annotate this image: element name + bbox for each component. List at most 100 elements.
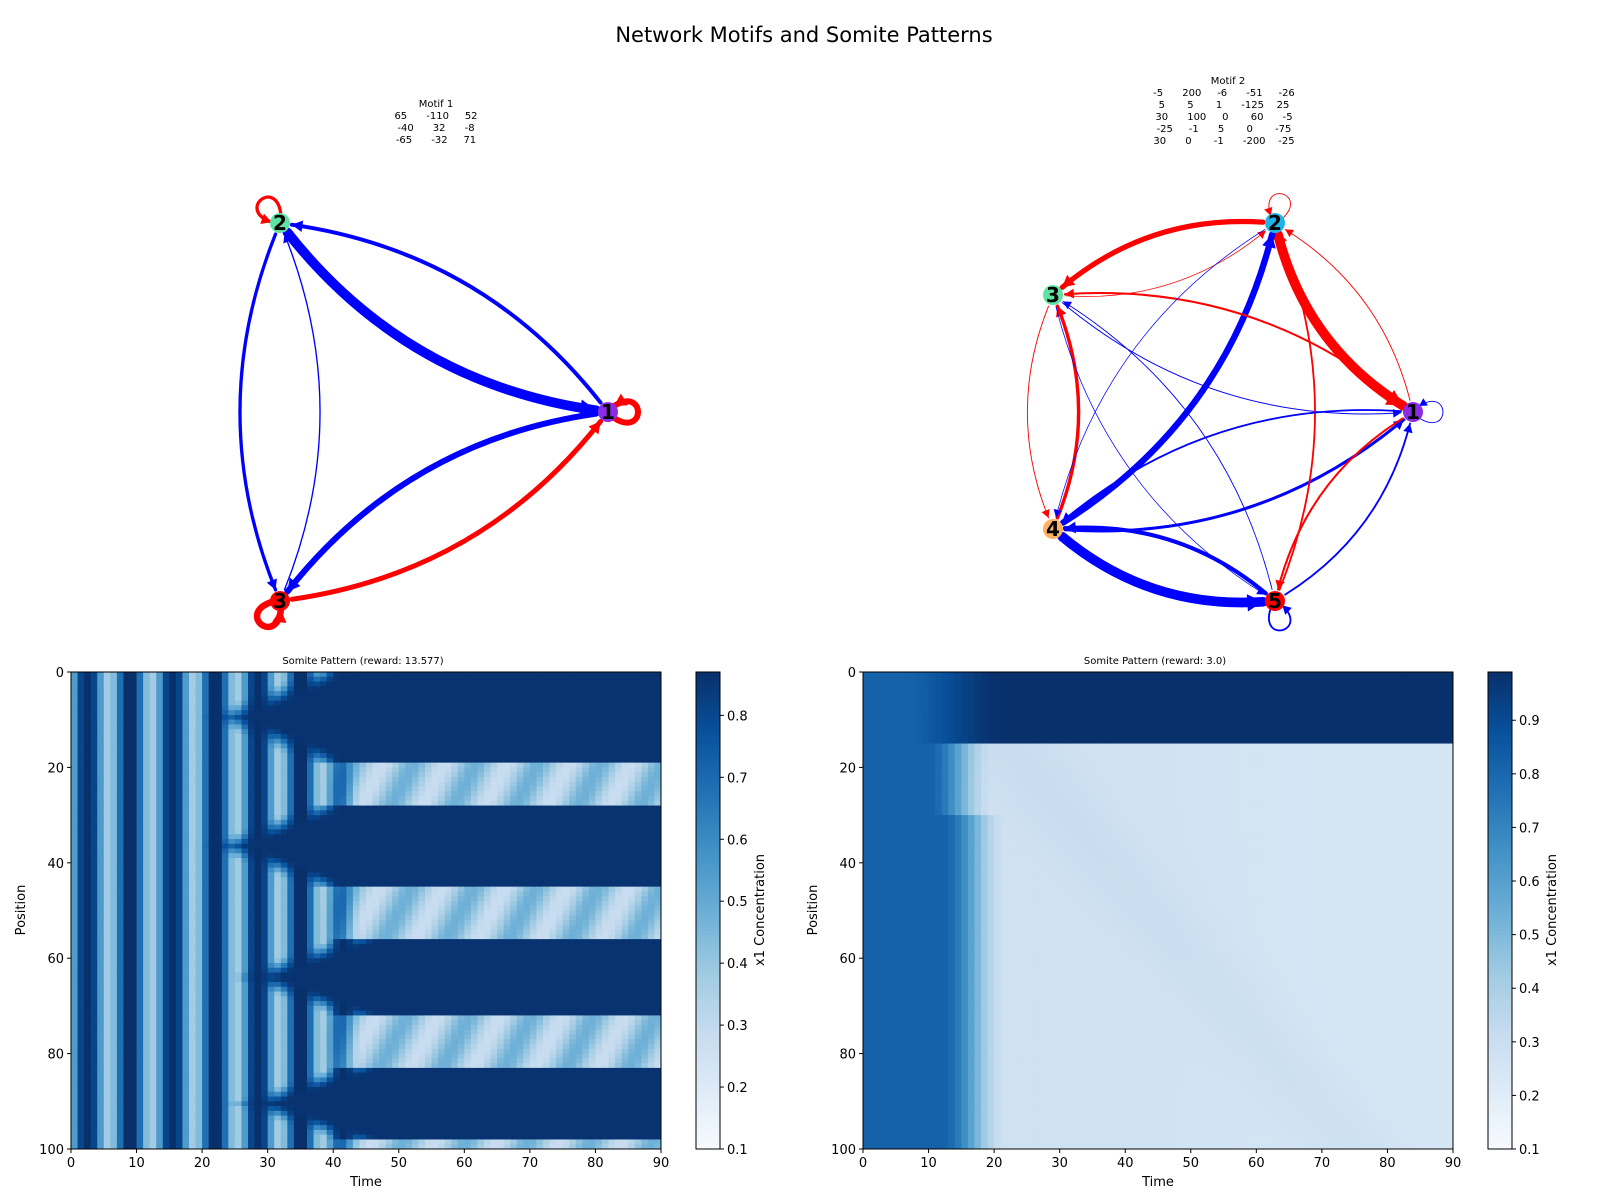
heatmap-1-cell — [123, 753, 131, 759]
heatmap-1-cell — [267, 924, 275, 931]
heatmap-1-cell — [228, 905, 236, 912]
heatmap-1-cell — [215, 695, 223, 702]
heatmap-1-cell — [261, 724, 269, 730]
heatmap-1-cell — [602, 929, 610, 935]
heatmap-1-cell — [556, 719, 564, 726]
heatmap-1-cell — [602, 848, 610, 854]
heatmap-1-cell — [110, 729, 118, 735]
heatmap-1-cell — [438, 886, 446, 893]
heatmap-1-cell — [654, 724, 661, 730]
heatmap-1-cell — [569, 915, 577, 921]
heatmap-1-cell — [431, 700, 439, 706]
heatmap-1-cell — [556, 767, 564, 773]
heatmap-1-cell — [588, 757, 597, 764]
heatmap-1-cell — [516, 920, 524, 926]
heatmap-1-cell — [529, 800, 538, 807]
heatmap-1-cell — [130, 886, 138, 893]
heatmap-1-cell — [221, 781, 229, 788]
heatmap-1-cell — [254, 681, 262, 687]
heatmap-1-cell — [162, 686, 170, 692]
heatmap-1-cell — [490, 920, 498, 926]
heatmap-1-cell — [536, 691, 544, 697]
heatmap-1-cell — [510, 805, 518, 811]
heatmap-1-cell — [379, 858, 387, 864]
heatmap-1-cell — [77, 805, 85, 811]
heatmap-1-cell — [346, 710, 354, 716]
heatmap-1-cell — [615, 896, 623, 902]
heatmap-1-cell — [425, 781, 433, 788]
heatmap-1-cell — [516, 810, 524, 816]
heatmap-1-cell — [352, 810, 361, 816]
heatmap-1-cell — [444, 867, 452, 873]
heatmap-1-cell — [372, 910, 380, 916]
heatmap-1-cell — [497, 838, 505, 845]
heatmap-1-cell — [97, 877, 105, 883]
heatmap-1-cell — [280, 714, 288, 721]
heatmap-1-cell — [569, 767, 577, 773]
heatmap-1-cell — [359, 858, 367, 864]
heatmap-1-cell — [451, 695, 459, 702]
heatmap-1-cell — [267, 838, 275, 845]
heatmap-1-cell — [162, 772, 170, 778]
heatmap-1-cell — [477, 881, 485, 888]
heatmap-1-cell — [254, 834, 262, 840]
heatmap-1-cell — [372, 800, 380, 807]
heatmap-1-cell — [97, 719, 105, 726]
heatmap-1-cell — [523, 834, 531, 840]
heatmap-1-cell — [543, 714, 551, 721]
heatmap-1-cell — [575, 924, 583, 931]
heatmap-1-cell — [510, 695, 518, 702]
heatmap-1-cell — [411, 781, 420, 788]
heatmap-1-cell — [215, 738, 223, 745]
heatmap-1-cell — [339, 924, 347, 931]
heatmap-1-cell — [169, 853, 177, 859]
heatmap-1-cell — [490, 734, 498, 740]
heatmap-1-cell — [457, 867, 465, 873]
heatmap-1-cell — [490, 748, 498, 754]
heatmap-1-cell — [346, 734, 354, 740]
heatmap-1-cell — [438, 881, 446, 888]
heatmap-1-cell — [405, 805, 413, 811]
heatmap-1-cell — [529, 753, 538, 759]
heatmap-1-cell — [398, 757, 406, 764]
heatmap-1-cell — [208, 920, 216, 926]
heatmap-1-cell — [280, 776, 288, 783]
heatmap-1-cell — [647, 896, 656, 902]
heatmap-1-cell — [595, 877, 603, 883]
heatmap-1-cell — [90, 757, 98, 764]
heatmap-1-cell — [274, 877, 282, 883]
heatmap-1-cell — [582, 881, 590, 888]
heatmap-1-cell — [615, 738, 623, 745]
heatmap-1-cell — [615, 762, 623, 768]
heatmap-1-cell — [647, 786, 656, 792]
heatmap-1-cell — [484, 705, 492, 711]
heatmap-1-cell — [195, 686, 203, 692]
heatmap-1-cell — [615, 695, 623, 702]
heatmap-1-cell — [621, 834, 629, 840]
heatmap-1-cell — [529, 929, 538, 935]
heatmap-1-cell — [379, 848, 387, 854]
heatmap-1-cell — [326, 719, 334, 726]
heatmap-1-cell — [241, 791, 249, 797]
heatmap-1-cell — [562, 724, 570, 730]
heatmap-1-cell — [503, 729, 511, 735]
heatmap-1-cell — [425, 700, 433, 706]
heatmap-1-cell — [372, 686, 380, 692]
heatmap-1-cell — [261, 700, 269, 706]
heatmap-1-cell — [326, 724, 334, 730]
heatmap-1-cell — [103, 843, 111, 850]
heatmap-1-cell — [411, 877, 420, 883]
heatmap-1-cell — [411, 838, 420, 845]
heatmap-1-cell — [438, 924, 446, 931]
heatmap-1-cell — [595, 819, 603, 826]
heatmap-1-cell — [175, 800, 184, 807]
heatmap-1-cell — [392, 877, 400, 883]
heatmap-1-cell — [175, 824, 184, 831]
heatmap-1-cell — [123, 700, 131, 706]
heatmap-1-cell — [457, 843, 465, 850]
heatmap-1-cell — [123, 905, 131, 912]
heatmap-1-cell — [628, 686, 636, 692]
heatmap-1-cell — [110, 676, 118, 683]
heatmap-1-cell — [202, 824, 210, 831]
heatmap-1-cell — [497, 858, 505, 864]
